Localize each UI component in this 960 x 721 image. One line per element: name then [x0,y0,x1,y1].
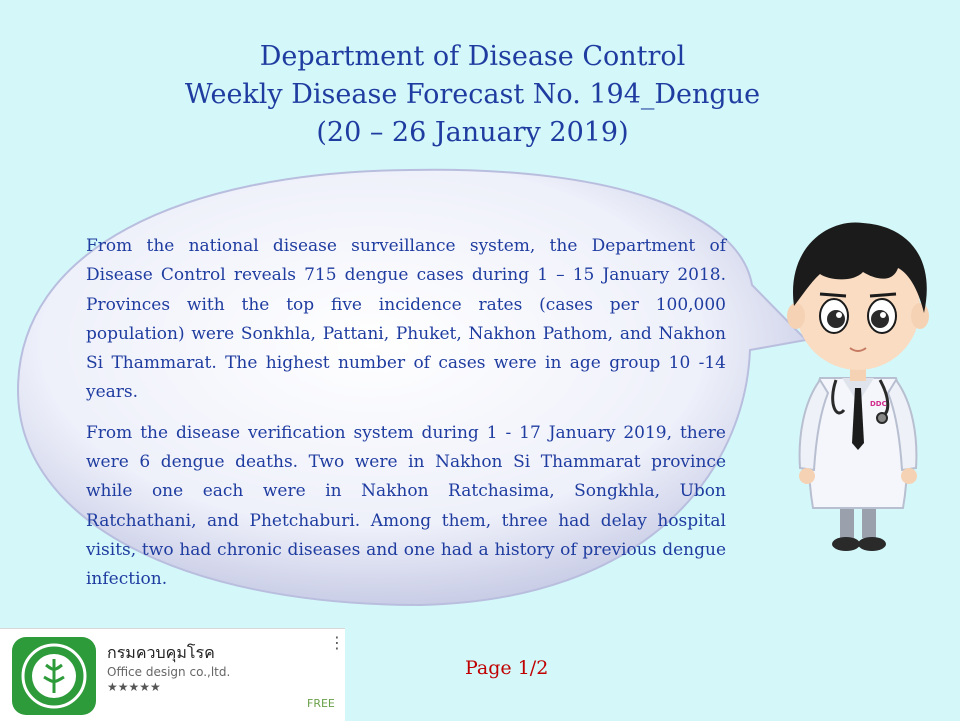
doctor-hand-right [901,468,917,484]
page-title: Department of Disease Control Weekly Dis… [0,38,945,152]
paragraph-verification: From the disease verification system dur… [86,422,726,590]
app-developer: Office design co.,ltd. [107,665,231,679]
doctor-shoe-right [858,537,886,551]
ddc-badge: DDC [870,400,887,408]
doctor-hand-left [799,468,815,484]
doctor-mouth [849,347,867,352]
doctor-hair [793,222,927,313]
rating-stars-icon: ★★★★★ [107,680,161,694]
forecast-text: From the national disease surveillance s… [86,232,726,595]
title-line-2: Weekly Disease Forecast No. 194_Dengue [184,79,761,110]
title-line-3: (20 – 26 January 2019) [316,117,629,148]
stethoscope-icon [831,379,846,415]
doctor-tie [852,388,864,450]
doctor-cartoon-icon: DDC [787,222,929,551]
app-store-card[interactable]: กรมควบคุมโรค Office design co.,ltd. ★★★★… [0,628,345,721]
more-options-icon[interactable]: ⋮ [329,633,345,652]
app-name: กรมควบคุมโรค [107,643,215,662]
title-line-1: Department of Disease Control [259,41,686,72]
doctor-shoe-left [832,537,860,551]
ddc-app-icon[interactable] [12,637,96,715]
price-label[interactable]: FREE [307,697,335,710]
page-number: Page 1/2 [465,657,549,679]
paragraph-surveillance: From the national disease surveillance s… [86,236,726,403]
